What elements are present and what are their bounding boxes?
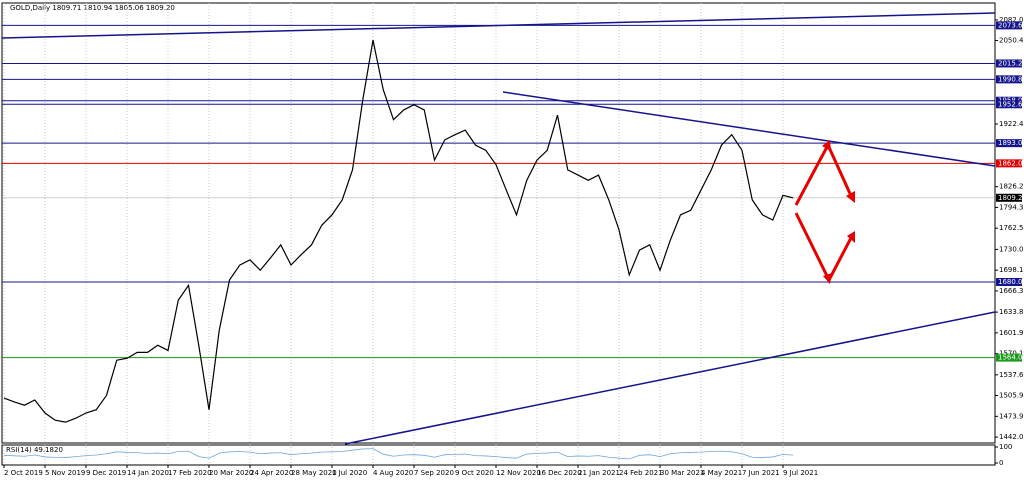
y-tick-label: 1505.9 — [999, 391, 1024, 399]
x-tick-label: 20 Mar 2020 — [209, 469, 253, 477]
y-tick-label: 1537.6 — [999, 371, 1024, 379]
y-tick-label: 1666.3 — [999, 287, 1024, 295]
arrowhead — [823, 273, 832, 284]
y-tick-label: 1730.00 — [999, 245, 1024, 253]
y-tick-label: 1473.9 — [999, 412, 1024, 420]
x-tick-label: 9 Dec 2019 — [86, 469, 126, 477]
grid-layer — [3, 3, 998, 468]
level-label-box — [996, 139, 1022, 148]
plot-frame — [1, 2, 996, 444]
x-tick-label: 24 Feb 2021 — [619, 469, 663, 477]
x-tick-label: 17 Feb 2020 — [168, 469, 212, 477]
y-tick-label: 1601.95 — [999, 329, 1024, 337]
level-label-box — [996, 59, 1022, 68]
y-tick-label: 1442.05 — [999, 433, 1024, 441]
level-label-box — [996, 353, 1022, 362]
series-layer — [3, 40, 794, 460]
x-tick-label: 24 Apr 2020 — [250, 469, 293, 477]
level-label: 1564.00 — [998, 354, 1024, 362]
x-tick-label: 28 May 2020 — [291, 469, 337, 477]
arrowhead — [822, 140, 831, 151]
x-tick-label: 2 Oct 2019 — [4, 469, 43, 477]
level-label-box — [996, 277, 1022, 286]
y-tick-label: 1922.4 — [999, 120, 1024, 128]
level-label: 1952.65 — [998, 100, 1024, 108]
y-tick-label: 1794.35 — [999, 203, 1024, 211]
x-tick-label: 14 Jan 2020 — [127, 469, 169, 477]
level-label: 1990.86 — [998, 75, 1024, 83]
rsi-tick-label: 100 — [999, 443, 1012, 451]
x-tick-label: 7 Jun 2021 — [742, 469, 780, 477]
rsi-frame — [1, 444, 996, 466]
x-tick-label: 4 May 2021 — [701, 469, 742, 477]
y-tick-label: 2082.05 — [999, 16, 1024, 24]
y-tick-label: 1698.15 — [999, 266, 1024, 274]
x-tick-label: 4 Aug 2020 — [373, 469, 413, 477]
rsi-tick-label: 0 — [999, 459, 1003, 467]
labels-layer: 2082.05 2050.45 1922.4 1826.2 1794.35 1762.5 1… — [4, 16, 1024, 477]
trendline — [1, 12, 996, 39]
level-label: 1680.00 — [998, 278, 1024, 286]
level-label-box — [996, 100, 1022, 109]
trendline — [344, 311, 996, 445]
x-tick-label: 16 Dec 2020 — [537, 469, 582, 477]
level-label-box — [996, 193, 1022, 202]
trendline — [502, 91, 996, 167]
chart-title: GOLD,Daily 1809.71 1810.94 1805.06 1809.… — [10, 4, 175, 12]
x-tick-label: 21 Jan 2021 — [578, 469, 620, 477]
x-tick-label: 9 Oct 2020 — [455, 469, 494, 477]
price-line — [3, 40, 794, 423]
y-tick-label: 1762.5 — [999, 224, 1024, 232]
x-tick-label: 5 Nov 2019 — [45, 469, 85, 477]
level-label: 1809.20 — [998, 194, 1024, 202]
rsi-line — [3, 448, 794, 460]
level-label-box — [996, 159, 1022, 168]
x-tick-label: 12 Nov 2020 — [496, 469, 541, 477]
x-tick-label: 30 Mar 2021 — [660, 469, 704, 477]
level-label: 1893.00 — [998, 139, 1024, 147]
level-label: 2073.68 — [998, 21, 1024, 29]
y-tick-label: 1826.2 — [999, 183, 1024, 191]
level-label: 1862.00 — [998, 159, 1024, 167]
level-label-box — [996, 75, 1022, 84]
arrowhead — [846, 191, 855, 203]
level-label-box — [996, 21, 1022, 30]
level-label: 2015.25 — [998, 59, 1024, 67]
rsi-title: RSI(14) 49.1820 — [6, 446, 63, 454]
arrows — [794, 140, 855, 284]
y-tick-label: 2050.45 — [999, 37, 1024, 45]
trendlines — [1, 12, 996, 445]
arrowhead — [847, 231, 855, 243]
x-tick-label: 7 Sep 2020 — [414, 469, 454, 477]
x-tick-label: 9 Jul 2021 — [783, 469, 818, 477]
x-tick-label: 1 Jul 2020 — [332, 469, 367, 477]
y-tick-label: 1633.8 — [999, 308, 1024, 316]
